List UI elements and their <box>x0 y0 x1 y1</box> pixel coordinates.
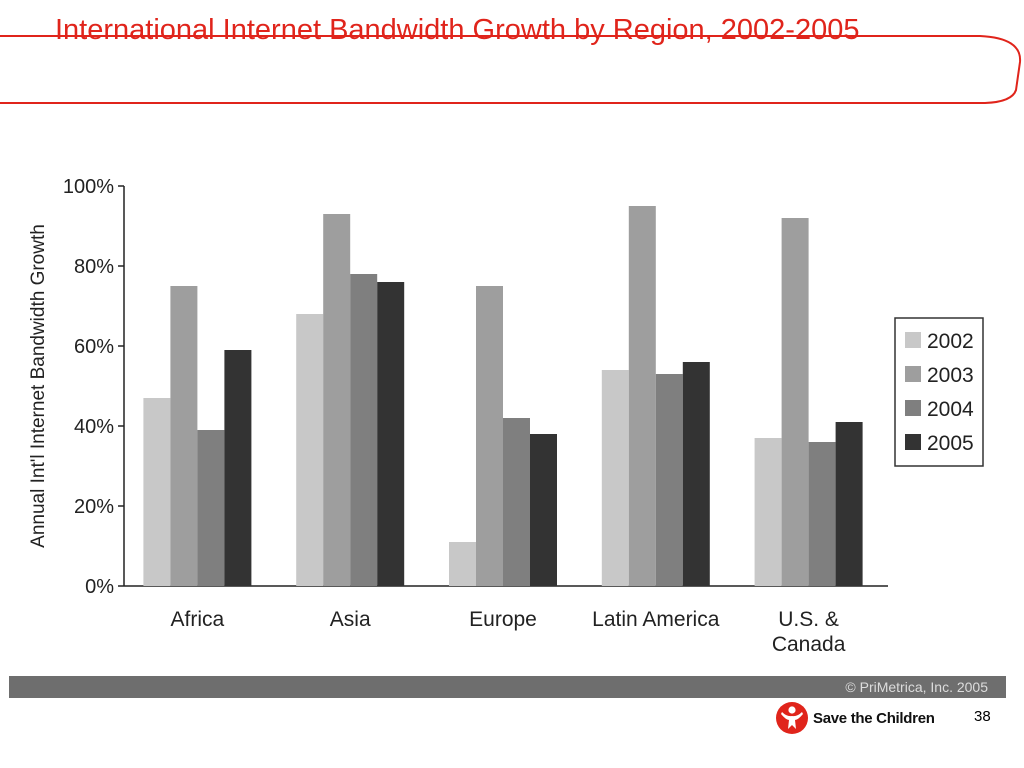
y-tick-label: 20% <box>74 496 114 518</box>
bar-2002-3 <box>601 370 629 586</box>
footer-bar: © PriMetrica, Inc. 2005 <box>9 676 1006 698</box>
legend-label-2004: 2004 <box>927 398 974 421</box>
bar-2003-2 <box>476 286 503 586</box>
legend-label-2002: 2002 <box>927 330 974 353</box>
x-category-label: Asia <box>330 608 371 631</box>
y-tick-label: 0% <box>85 576 114 598</box>
bar-2002-0 <box>143 398 171 586</box>
bar-2002-2 <box>449 542 476 586</box>
y-tick-label: 40% <box>74 416 114 438</box>
slide-title: International Internet Bandwidth Growth … <box>55 14 860 46</box>
bar-2003-4 <box>781 218 809 586</box>
x-category-label: Africa <box>171 608 225 631</box>
page-number: 38 <box>974 708 991 725</box>
legend-swatch-2002 <box>905 332 921 348</box>
bar-2003-3 <box>628 206 656 586</box>
bar-2005-2 <box>530 434 557 586</box>
save-the-children-logo: Save the Children <box>775 700 935 736</box>
y-tick-label: 60% <box>74 336 114 358</box>
legend-swatch-2005 <box>905 434 921 450</box>
bar-2002-1 <box>296 314 324 586</box>
legend-label-2003: 2003 <box>927 364 974 387</box>
title-frame <box>0 35 1022 104</box>
x-category-label: Europe <box>469 608 537 631</box>
bar-2004-0 <box>197 430 225 586</box>
bar-2004-4 <box>808 442 836 586</box>
bar-2005-3 <box>682 362 710 586</box>
y-tick-label: 100% <box>63 176 114 198</box>
x-category-label: U.S. & Canada <box>772 608 846 656</box>
y-axis-title: Annual Int'l Internet Bandwidth Growth <box>28 224 49 548</box>
bar-2003-1 <box>323 214 351 586</box>
bar-2005-1 <box>377 282 405 586</box>
y-tick-label: 80% <box>74 256 114 278</box>
bar-2005-0 <box>224 350 252 586</box>
bar-2005-4 <box>835 422 863 586</box>
logo-text: Save the Children <box>813 709 935 727</box>
copyright-text: © PriMetrica, Inc. 2005 <box>845 679 988 695</box>
save-the-children-icon <box>776 702 808 734</box>
x-category-label: Latin America <box>592 608 720 631</box>
legend-label-2005: 2005 <box>927 432 974 455</box>
legend-swatch-2003 <box>905 366 921 382</box>
bar-2004-2 <box>503 418 530 586</box>
bar-2004-1 <box>350 274 378 586</box>
bar-2004-3 <box>655 374 683 586</box>
bar-2003-0 <box>170 286 198 586</box>
bar-chart: 0% 20% 40% 60% 80% 100% Annual Int'l Internet … <box>28 176 984 656</box>
bar-2002-4 <box>754 438 782 586</box>
legend-swatch-2004 <box>905 400 921 416</box>
